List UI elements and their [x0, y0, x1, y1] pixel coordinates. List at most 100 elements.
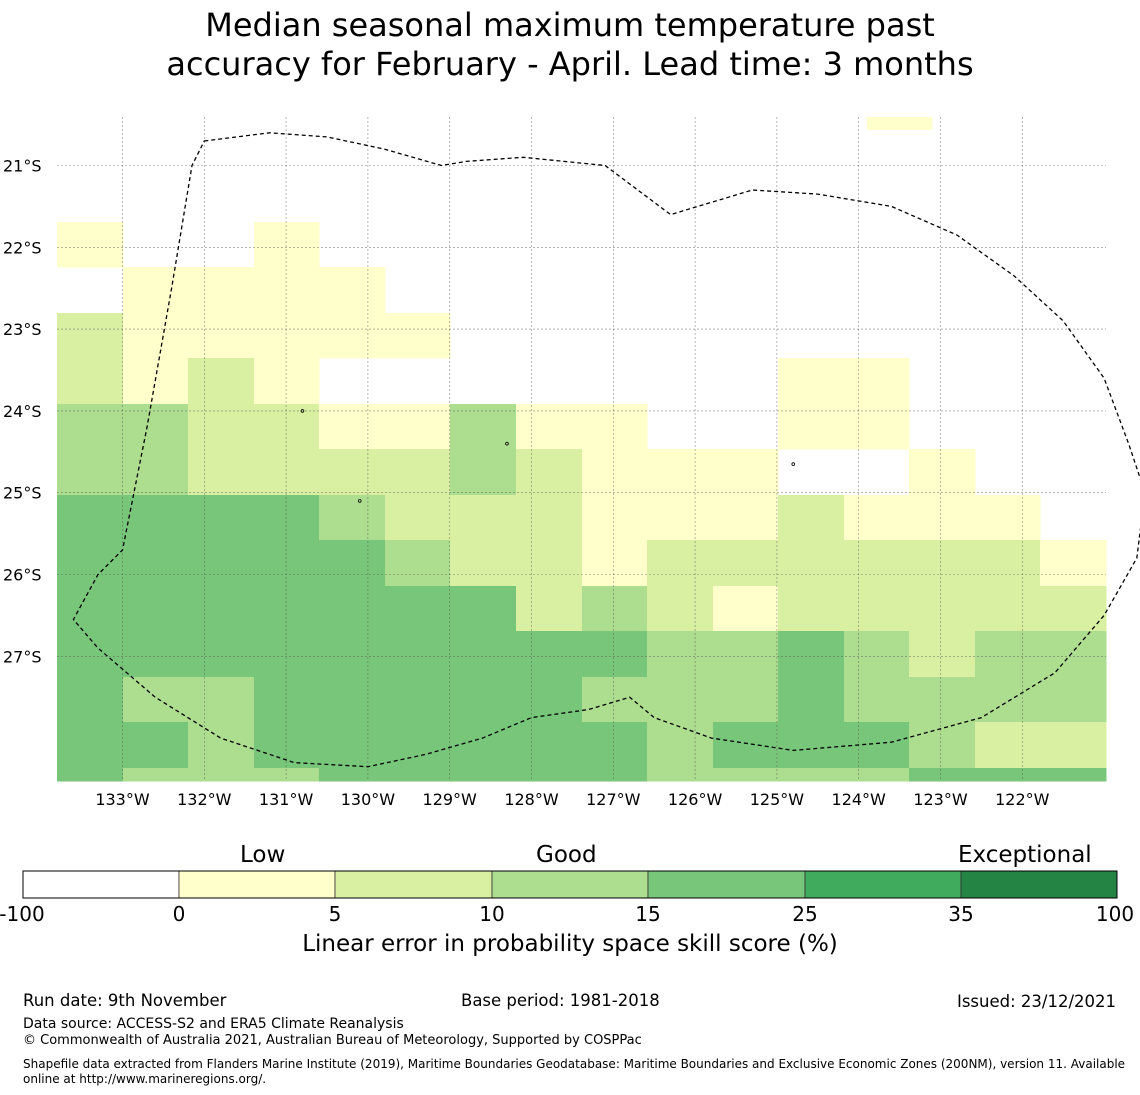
grid-cell: [319, 586, 386, 632]
grid-cell: [123, 495, 189, 541]
grid-cell: [319, 540, 386, 587]
grid-cell: [254, 631, 320, 678]
grid-cell: [254, 313, 320, 359]
data-source: Data source: ACCESS-S2 and ERA5 Climate …: [23, 1016, 404, 1032]
longitude-label: 132°W: [177, 790, 232, 809]
grid-cell: [909, 586, 976, 632]
grid-cell: [319, 267, 386, 314]
grid-cell: [188, 495, 255, 541]
grid-cell: [713, 540, 779, 587]
grid-cell: [385, 631, 451, 678]
colorbar-label: Linear error in probability space skill …: [302, 931, 838, 957]
grid-cell: [516, 449, 583, 496]
grid-cell: [254, 586, 320, 632]
longitude-label: 124°W: [832, 790, 887, 809]
grid-cell: [647, 677, 714, 723]
grid-cell: [647, 586, 714, 632]
grid-cell: [188, 404, 255, 450]
latitude-label: 26°S: [3, 566, 42, 585]
grid-cell: [778, 404, 845, 450]
grid-cell: [57, 313, 124, 359]
grid-cell: [57, 449, 124, 496]
longitude-label: 129°W: [423, 790, 478, 809]
title-line-1: Median seasonal maximum temperature past: [205, 6, 935, 44]
grid-cell: [123, 540, 189, 587]
grid-cell: [57, 358, 124, 405]
grid-cell: [188, 722, 255, 769]
latitude-label: 27°S: [3, 647, 42, 666]
grid-cell: [57, 222, 124, 268]
issued-date: Issued: 23/12/2021: [956, 992, 1116, 1011]
island-marker: [791, 462, 796, 466]
grid-cell: [647, 495, 714, 541]
grid-cell: [975, 722, 1041, 769]
grid-cell: [385, 586, 451, 632]
island-markers: [300, 409, 796, 503]
eez-boundary: [72, 132, 1140, 768]
grid-cell: [123, 677, 189, 723]
grid-cell: [188, 267, 255, 314]
grid-cell: [450, 722, 517, 769]
colorbar-category-low: Low: [240, 842, 286, 868]
colorbar-tick: 100: [1095, 902, 1135, 926]
grid-cell: [647, 540, 714, 587]
grid-cell: [516, 631, 583, 678]
longitude-label: 127°W: [586, 790, 641, 809]
grid-cell: [582, 631, 648, 678]
graticule: [57, 117, 1106, 781]
longitude-labels: 133°W 132°W 131°W 130°W 129°W 128°W 127°W 126°W…: [95, 790, 1049, 809]
grid-cell: [975, 586, 1041, 632]
grid-cell: [254, 358, 320, 405]
grid-cell: [385, 677, 451, 723]
grid-cell: [188, 677, 255, 723]
grid-cell: [647, 631, 714, 678]
grid-cell: [385, 449, 451, 496]
grid-cell: [647, 722, 714, 769]
grid-cell: [778, 358, 845, 405]
grid-cell: [713, 586, 779, 632]
map-title: Median seasonal maximum temperature past…: [0, 6, 1140, 84]
latitude-label: 23°S: [3, 320, 42, 339]
grid-cell: [909, 631, 976, 678]
grid-cell: [57, 404, 124, 450]
grid-cell: [844, 358, 910, 405]
grid-cell: [123, 631, 189, 678]
grid-cell: [254, 677, 320, 723]
grid-cell: [713, 722, 779, 769]
grid-cell: [254, 768, 320, 782]
colorbar-tick: -100: [0, 902, 45, 926]
grid-cell: [516, 586, 583, 632]
grid-cell: [909, 495, 976, 541]
grid-cell: [450, 631, 517, 678]
colorbar-tick: 35: [948, 902, 974, 926]
grid-cell: [319, 677, 386, 723]
grid-cell: [778, 540, 845, 587]
grid-cell: [975, 495, 1041, 541]
grid-cell: [450, 540, 517, 587]
grid-cell: [123, 449, 189, 496]
grid-cell: [844, 540, 910, 587]
colorbar-segment: [647, 870, 806, 899]
grid-cell: [57, 631, 124, 678]
grid-cell: [844, 677, 910, 723]
grid-cell: [713, 631, 779, 678]
grid-cell: [909, 677, 976, 723]
grid-cell: [1040, 631, 1107, 678]
colorbar-tick: 10: [479, 902, 505, 926]
grid-cell: [319, 404, 386, 450]
grid-cell: [844, 722, 910, 769]
grid-cell: [713, 677, 779, 723]
grid-cell: [909, 449, 976, 496]
grid-cell: [909, 722, 976, 769]
grid-cell: [844, 404, 910, 450]
longitude-label: 125°W: [750, 790, 805, 809]
colorbar-segment: [334, 870, 493, 899]
grid-cell: [450, 404, 517, 450]
grid-cell: [844, 631, 910, 678]
grid-cell: [516, 768, 583, 782]
island-marker: [300, 409, 305, 413]
grid-cell: [188, 768, 255, 782]
grid-cell: [57, 722, 124, 769]
grid-cell: [123, 768, 189, 782]
grid-cell: [450, 449, 517, 496]
